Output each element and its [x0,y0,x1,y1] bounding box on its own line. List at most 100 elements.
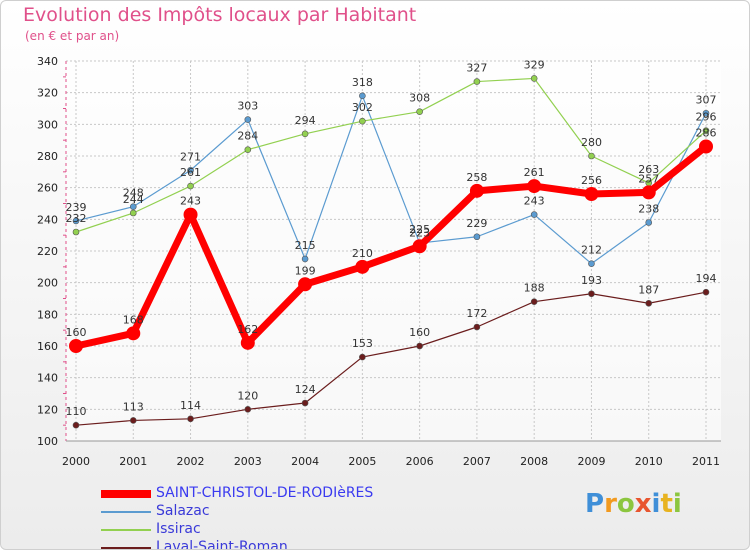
y-tick-label: 240 [37,213,58,226]
data-point [473,78,481,85]
data-point [469,183,484,198]
y-tick-label: 120 [37,403,58,416]
data-label: 210 [352,247,373,260]
data-label: 153 [352,337,373,350]
data-label: 318 [352,76,373,89]
proxiti-logo: Proxiti [585,489,682,519]
data-point [588,152,595,160]
data-label: 327 [466,62,487,75]
data-label: 261 [524,166,545,179]
data-label: 308 [409,92,430,105]
series-line [75,77,707,233]
data-point [301,399,309,407]
data-point [355,259,370,274]
data-label: 284 [237,130,258,143]
data-label: 258 [466,171,487,184]
data-label: 160 [409,326,430,339]
data-point [530,298,538,305]
data-label: 244 [123,193,144,206]
data-label: 212 [581,244,602,257]
legend-label: Salazac [156,503,210,519]
data-label: 110 [66,405,87,418]
logo-letter: r [604,489,617,519]
data-label: 168 [123,313,144,326]
legend-swatch [101,547,151,549]
data-point [416,342,423,350]
x-tick-label: 2008 [520,455,548,468]
data-point [645,219,653,226]
legend-swatch [101,511,151,513]
x-tick-label: 2011 [692,455,720,468]
series-line [75,95,707,265]
legend-swatch [101,529,151,531]
data-point [584,187,599,201]
logo-letter: P [585,489,605,519]
data-label: 215 [295,239,316,252]
logo-letter: t [660,489,673,519]
logo-letter: i [651,489,661,519]
y-tick-label: 280 [37,150,58,163]
data-label: 329 [524,58,545,71]
chart-subtitle: (en € et par an) [25,29,120,43]
y-tick-label: 140 [37,372,58,385]
x-tick-label: 2006 [406,455,434,468]
data-point [359,92,366,100]
legend-label: SAINT-CHRISTOL-DE-RODIèRES [156,485,374,501]
data-label: 261 [180,166,201,179]
data-label: 113 [123,400,144,413]
data-label: 193 [581,274,602,287]
legend-label: Laval-Saint-Roman [156,539,288,550]
data-label: 307 [696,93,717,106]
data-point [298,277,313,292]
logo-letter: o [616,489,635,519]
y-tick-label: 200 [37,277,58,290]
data-label: 256 [581,174,602,187]
data-point [527,179,542,194]
data-point [187,182,194,190]
data-point [129,209,137,217]
data-label: 223 [409,226,430,239]
data-label: 257 [638,172,659,185]
legend-swatch [101,490,151,498]
data-label: 286 [696,127,717,140]
data-label: 160 [66,326,87,339]
data-label: 225 [409,223,430,236]
x-tick-label: 2010 [635,455,663,468]
data-label: 248 [123,187,144,200]
data-point [301,130,309,138]
data-point [416,108,423,115]
y-tick-label: 300 [37,118,58,131]
data-point [702,288,710,296]
data-point [72,228,80,236]
data-label: 294 [295,114,316,127]
data-point [699,139,713,154]
data-point [588,260,595,267]
data-point [473,233,481,241]
data-label: 120 [237,389,258,402]
data-point [641,185,656,200]
data-label: 199 [295,264,316,277]
legend-label: Issirac [156,521,201,537]
data-point [645,299,653,307]
data-label: 280 [581,136,602,149]
data-point [72,421,80,429]
data-label: 271 [180,150,201,163]
data-label: 243 [180,195,201,208]
data-point [473,323,481,331]
data-point [72,217,80,225]
data-point [126,326,141,341]
data-label: 232 [66,212,87,225]
data-point [412,239,427,254]
data-point [129,417,137,424]
data-point [702,127,710,134]
data-label: 296 [696,111,717,124]
data-point [244,146,252,153]
data-point [244,406,252,413]
data-point [187,166,194,174]
series-line [72,143,710,350]
data-label: 188 [524,282,545,295]
data-point [183,207,198,222]
data-label: 263 [638,163,659,176]
